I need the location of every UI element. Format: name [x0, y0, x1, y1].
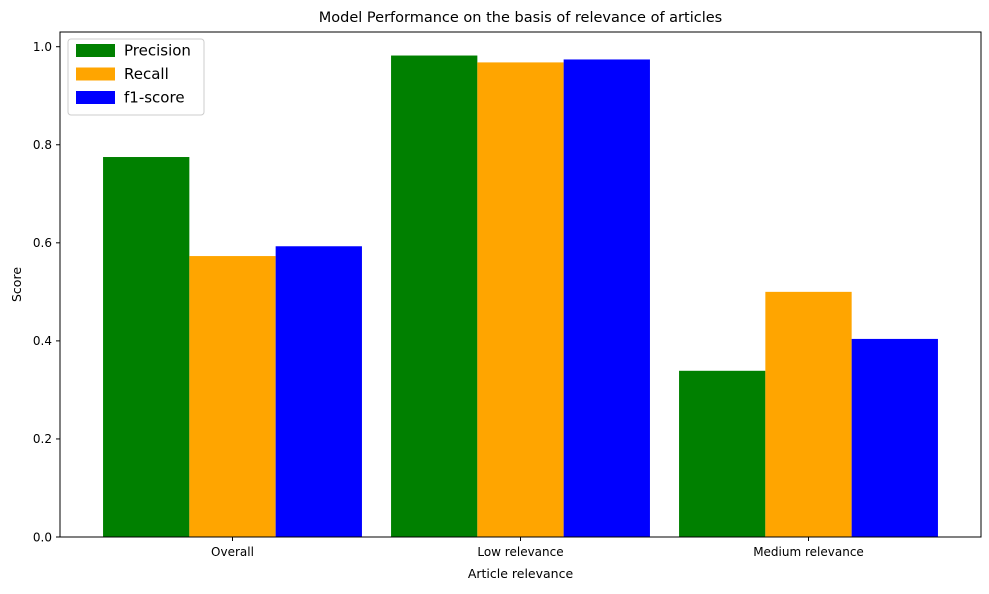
legend: Precision Recall f1-score: [67, 38, 205, 116]
bars-layer: [103, 55, 938, 538]
legend-label-1: Recall: [124, 65, 169, 83]
bar-f1-score-0: [275, 246, 362, 537]
legend-swatch-0: [76, 44, 115, 57]
x-tick-label-1: Low relevance: [477, 545, 563, 559]
bar-f1-score-2: [851, 338, 938, 537]
bar-f1-score-1: [563, 59, 650, 538]
y-tick-label-1: 0.2: [33, 432, 52, 446]
legend-items: Precision Recall f1-score: [76, 42, 191, 107]
x-tick-label-2: Medium relevance: [753, 545, 864, 559]
y-axis-label: Score: [9, 267, 24, 302]
legend-swatch-2: [76, 91, 115, 104]
legend-label-0: Precision: [124, 42, 191, 60]
bar-precision-2: [679, 370, 766, 537]
x-axis-label: Article relevance: [468, 566, 574, 581]
y-tick-label-0: 0.0: [33, 530, 52, 544]
bar-recall-2: [765, 291, 852, 537]
bar-precision-1: [391, 55, 478, 537]
x-tick-label-0: Overall: [211, 545, 254, 559]
x-axis: Overall Low relevance Medium relevance: [211, 537, 864, 559]
y-axis: 0.0 0.2 0.4 0.6 0.8 1.0: [33, 40, 60, 544]
y-tick-label-3: 0.6: [33, 236, 52, 250]
y-tick-label-5: 1.0: [33, 40, 52, 54]
bar-recall-0: [189, 256, 276, 537]
legend-label-2: f1-score: [124, 89, 185, 107]
y-tick-label-4: 0.8: [33, 138, 52, 152]
chart-title: Model Performance on the basis of releva…: [319, 10, 722, 26]
bar-precision-0: [103, 157, 190, 537]
bar-recall-1: [477, 62, 564, 538]
legend-swatch-1: [76, 67, 115, 81]
y-tick-label-2: 0.4: [33, 334, 52, 348]
